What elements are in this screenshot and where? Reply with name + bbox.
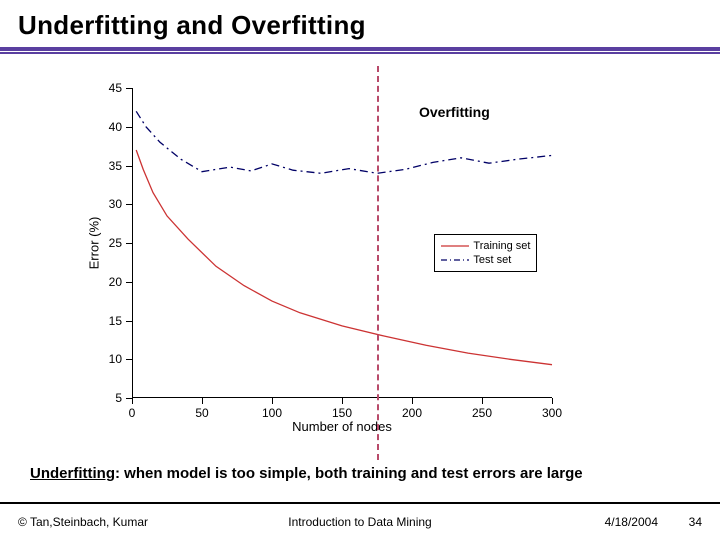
ytick-label: 10 bbox=[109, 352, 122, 366]
footer-authors: © Tan,Steinbach, Kumar bbox=[18, 515, 148, 529]
plot-area: Error (%) Number of nodes Training setTe… bbox=[132, 88, 552, 398]
ytick-label: 15 bbox=[109, 314, 122, 328]
xtick-label: 250 bbox=[472, 406, 492, 420]
xtick-label: 50 bbox=[195, 406, 208, 420]
legend-label: Training set bbox=[473, 240, 530, 252]
legend: Training set Test set bbox=[434, 234, 537, 272]
footer: © Tan,Steinbach, Kumar Introduction to D… bbox=[0, 502, 720, 540]
ytick-label: 25 bbox=[109, 236, 122, 250]
ytick-label: 40 bbox=[109, 120, 122, 134]
ytick-label: 35 bbox=[109, 159, 122, 173]
footer-date: 4/18/2004 bbox=[605, 515, 658, 529]
slide-title: Underfitting and Overfitting bbox=[0, 0, 720, 41]
vertical-threshold-line bbox=[377, 66, 379, 460]
title-underline bbox=[0, 47, 720, 55]
legend-row: Test set bbox=[441, 253, 530, 267]
series-test-set bbox=[136, 111, 552, 173]
ytick-label: 30 bbox=[109, 197, 122, 211]
footer-title: Introduction to Data Mining bbox=[288, 515, 431, 529]
legend-row: Training set bbox=[441, 239, 530, 253]
xtick-label: 200 bbox=[402, 406, 422, 420]
ytick-label: 20 bbox=[109, 275, 122, 289]
y-axis-label: Error (%) bbox=[87, 217, 102, 270]
xtick-label: 100 bbox=[262, 406, 282, 420]
footer-page: 34 bbox=[689, 515, 702, 529]
legend-label: Test set bbox=[473, 254, 511, 266]
xtick-label: 300 bbox=[542, 406, 562, 420]
error-chart: Error (%) Number of nodes Training setTe… bbox=[80, 80, 560, 430]
ytick-label: 5 bbox=[115, 391, 122, 405]
caption: Underfitting: when model is too simple, … bbox=[30, 465, 583, 482]
xtick-label: 150 bbox=[332, 406, 352, 420]
xtick-label: 0 bbox=[129, 406, 136, 420]
caption-underfit: Underfitting bbox=[30, 465, 115, 482]
ytick-label: 45 bbox=[109, 81, 122, 95]
overfitting-annotation: Overfitting bbox=[419, 104, 490, 120]
caption-rest: : when model is too simple, both trainin… bbox=[115, 465, 583, 482]
